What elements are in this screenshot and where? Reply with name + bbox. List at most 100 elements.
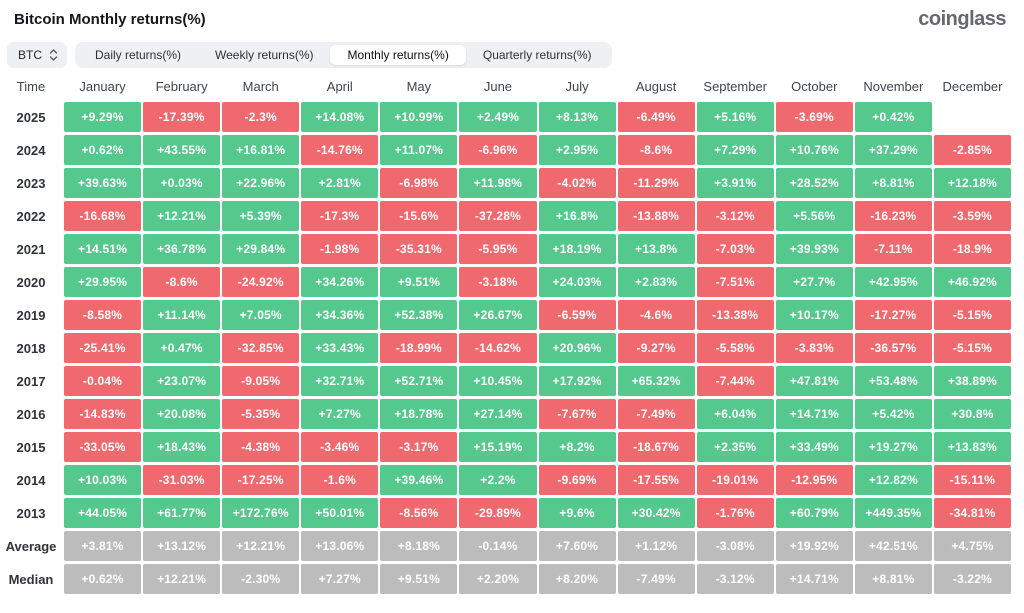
return-cell: +5.39% (222, 201, 300, 231)
tab-quarterly-returns[interactable]: Quarterly returns(%) (466, 45, 609, 65)
return-cell: +15.19% (459, 432, 537, 462)
return-cell: +2.20% (459, 564, 537, 594)
return-cell: -8.58% (64, 300, 142, 330)
return-cell: -7.49% (617, 564, 695, 594)
return-cell: +0.42% (854, 102, 932, 132)
return-cell: +3.91% (696, 168, 774, 198)
return-cell: -6.98% (380, 168, 458, 198)
return-cell: +60.79% (775, 498, 853, 528)
return-cell: +19.27% (854, 432, 932, 462)
return-cell: +33.49% (775, 432, 853, 462)
return-cell: +29.95% (64, 267, 142, 297)
column-header-month: November (863, 79, 924, 94)
return-cell: +2.95% (538, 135, 616, 165)
return-cell: +26.67% (459, 300, 537, 330)
return-cell: +10.17% (775, 300, 853, 330)
return-cell: -33.05% (64, 432, 142, 462)
return-cell: +20.08% (143, 399, 221, 429)
return-cell: +14.71% (775, 399, 853, 429)
return-cell: +8.81% (854, 168, 932, 198)
tab-weekly-returns[interactable]: Weekly returns(%) (198, 45, 330, 65)
return-cell: -17.27% (854, 300, 932, 330)
return-cell: +9.51% (380, 564, 458, 594)
return-cell: -3.12% (696, 201, 774, 231)
return-cell: +8.2% (538, 432, 616, 462)
return-cell: -15.11% (933, 465, 1011, 495)
tab-daily-returns[interactable]: Daily returns(%) (78, 45, 198, 65)
return-cell: -3.83% (775, 333, 853, 363)
return-cell: +16.8% (538, 201, 616, 231)
return-cell: -3.12% (696, 564, 774, 594)
return-cell: +0.47% (143, 333, 221, 363)
return-cell: +34.26% (301, 267, 379, 297)
return-cell: +10.45% (459, 366, 537, 396)
row-label: 2013 (16, 505, 46, 521)
return-cell: -3.17% (380, 432, 458, 462)
return-cell: +12.82% (854, 465, 932, 495)
return-cell: +2.2% (459, 465, 537, 495)
return-cell: +2.49% (459, 102, 537, 132)
return-cell: +61.77% (143, 498, 221, 528)
row-label: 2015 (16, 439, 46, 455)
return-cell: -3.08% (696, 531, 774, 561)
return-cell: -2.3% (222, 102, 300, 132)
column-header-month: March (242, 79, 279, 94)
return-cell: -4.6% (617, 300, 695, 330)
return-cell: -25.41% (64, 333, 142, 363)
return-cell: +18.78% (380, 399, 458, 429)
return-cell: -13.88% (617, 201, 695, 231)
return-cell: +13.12% (143, 531, 221, 561)
return-cell: +39.46% (380, 465, 458, 495)
return-cell: +9.6% (538, 498, 616, 528)
tab-monthly-returns[interactable]: Monthly returns(%) (330, 45, 466, 65)
return-cell: -18.9% (933, 234, 1011, 264)
return-cell: -7.44% (696, 366, 774, 396)
return-cell: -2.85% (933, 135, 1011, 165)
column-header-month: August (635, 79, 677, 94)
return-cell: +36.78% (143, 234, 221, 264)
return-cell: +9.51% (380, 267, 458, 297)
return-cell: -5.15% (933, 333, 1011, 363)
column-header-month: September (703, 79, 767, 94)
row-label: 2017 (16, 373, 46, 389)
return-cell: -14.62% (459, 333, 537, 363)
returns-table: Time January February March April May June July… (0, 74, 1011, 594)
return-cell: +65.32% (617, 366, 695, 396)
return-cell: +5.56% (775, 201, 853, 231)
sort-arrows-icon (49, 48, 58, 62)
return-cell: -18.99% (380, 333, 458, 363)
return-cell: +12.21% (143, 201, 221, 231)
return-cell: -7.03% (696, 234, 774, 264)
return-cell: -13.38% (696, 300, 774, 330)
return-cell: +8.13% (538, 102, 616, 132)
return-cell: +12.21% (143, 564, 221, 594)
top-bar: Bitcoin Monthly returns(%) coinglass (0, 0, 1024, 31)
return-cell: -1.98% (301, 234, 379, 264)
return-cell: +50.01% (301, 498, 379, 528)
return-cell: +8.81% (854, 564, 932, 594)
return-cell: -32.85% (222, 333, 300, 363)
return-cell: +8.20% (538, 564, 616, 594)
return-cell: -3.46% (301, 432, 379, 462)
coin-select[interactable]: BTC (7, 42, 67, 68)
return-cell: -19.01% (696, 465, 774, 495)
return-cell: +8.18% (380, 531, 458, 561)
return-cell: -37.28% (459, 201, 537, 231)
return-cell: +37.29% (854, 135, 932, 165)
return-cell: +0.62% (64, 135, 142, 165)
row-label: 2023 (16, 175, 46, 191)
row-label: 2014 (16, 472, 46, 488)
return-cell: +43.55% (143, 135, 221, 165)
return-cell: +44.05% (64, 498, 142, 528)
return-cell: -7.51% (696, 267, 774, 297)
return-cell: +2.81% (301, 168, 379, 198)
return-cell: +7.27% (301, 399, 379, 429)
controls-bar: BTC Daily returns(%) Weekly returns(%) M… (7, 42, 1024, 68)
row-label: 2018 (16, 340, 46, 356)
return-cell: +38.89% (933, 366, 1011, 396)
return-cell: +11.14% (143, 300, 221, 330)
return-cell: +27.7% (775, 267, 853, 297)
return-cell: -7.49% (617, 399, 695, 429)
column-header-month: April (326, 79, 353, 94)
return-cell: +12.21% (222, 531, 300, 561)
